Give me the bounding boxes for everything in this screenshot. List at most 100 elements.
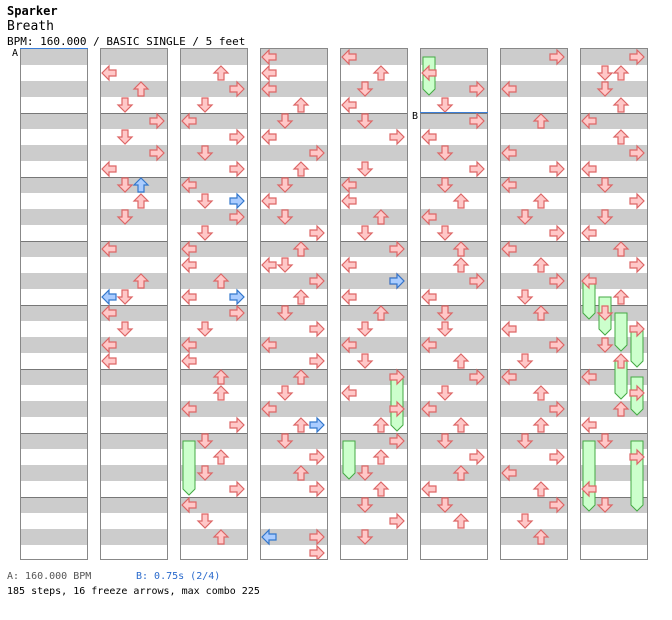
step-arrow	[261, 192, 277, 210]
measure-line	[261, 177, 327, 178]
step-arrow	[549, 400, 565, 418]
beat-band	[341, 273, 407, 289]
beat-band	[341, 49, 407, 65]
column-arrows	[261, 49, 325, 559]
step-arrow	[596, 177, 614, 193]
step-arrow	[436, 385, 454, 401]
step-arrow	[229, 208, 245, 226]
measure-line	[341, 433, 407, 434]
stop-arrow	[101, 288, 117, 306]
beat-band	[21, 273, 87, 289]
beat-band	[421, 113, 487, 129]
step-arrow	[101, 352, 117, 370]
step-arrow	[149, 144, 165, 162]
step-arrow	[596, 209, 614, 225]
step-arrow	[101, 160, 117, 178]
step-arrow	[469, 272, 485, 290]
step-arrow	[356, 529, 374, 545]
step-arrow	[212, 273, 230, 289]
step-arrow	[132, 193, 150, 209]
step-arrow	[261, 128, 277, 146]
step-arrow	[452, 513, 470, 529]
measure-line	[21, 241, 87, 242]
beat-band	[421, 49, 487, 65]
step-arrow	[181, 352, 197, 370]
step-arrow	[581, 416, 597, 434]
beat-band	[261, 497, 327, 513]
step-arrow	[116, 289, 134, 305]
step-arrow	[181, 176, 197, 194]
beat-band	[101, 305, 167, 321]
beat-band	[581, 81, 647, 97]
measure-line	[341, 113, 407, 114]
step-arrow	[581, 480, 597, 498]
measure-line	[501, 433, 567, 434]
step-arrow	[436, 145, 454, 161]
beat-band	[181, 305, 247, 321]
beat-band	[421, 433, 487, 449]
beat-band	[341, 177, 407, 193]
step-arrow	[516, 289, 534, 305]
beat-band	[501, 177, 567, 193]
beat-band	[261, 305, 327, 321]
beat-band	[341, 337, 407, 353]
step-arrow	[501, 144, 517, 162]
step-arrow	[389, 240, 405, 258]
step-arrow	[372, 305, 390, 321]
step-arrow	[212, 385, 230, 401]
measure-line	[21, 433, 87, 434]
step-arrow	[116, 321, 134, 337]
step-arrow	[181, 240, 197, 258]
step-arrow	[532, 113, 550, 129]
step-arrow	[421, 208, 437, 226]
step-arrow	[341, 288, 357, 306]
bpm-marker-a: A	[12, 48, 19, 59]
beat-band	[261, 81, 327, 97]
measure-line	[101, 497, 167, 498]
beat-band	[501, 49, 567, 65]
measure-line	[341, 241, 407, 242]
step-arrow	[501, 176, 517, 194]
step-arrow	[596, 81, 614, 97]
step-arrow	[116, 97, 134, 113]
measure-line	[341, 177, 407, 178]
step-arrow	[341, 49, 357, 66]
step-arrow	[469, 448, 485, 466]
measure-line	[181, 497, 247, 498]
step-arrow	[212, 449, 230, 465]
beat-band	[101, 49, 167, 65]
beat-band	[21, 177, 87, 193]
step-arrow	[516, 353, 534, 369]
step-arrow	[469, 160, 485, 178]
step-arrow	[469, 112, 485, 130]
beat-band	[421, 401, 487, 417]
beat-band	[341, 433, 407, 449]
bpm-legend: A: 160.000 BPM	[7, 571, 92, 582]
measure-line	[261, 241, 327, 242]
step-arrow	[261, 336, 277, 354]
beat-band	[101, 433, 167, 449]
beat-band	[501, 369, 567, 385]
step-arrow	[356, 161, 374, 177]
step-arrow	[629, 256, 645, 274]
step-arrow	[212, 369, 230, 385]
step-arrow	[532, 305, 550, 321]
beat-band	[181, 145, 247, 161]
step-arrow	[229, 480, 245, 498]
measure-line	[101, 113, 167, 114]
step-arrow	[516, 209, 534, 225]
beat-band	[101, 241, 167, 257]
step-arrow	[261, 64, 277, 82]
step-arrow	[132, 273, 150, 289]
step-arrow	[421, 64, 437, 82]
measure-line	[341, 305, 407, 306]
step-arrow	[276, 113, 294, 129]
step-arrow	[421, 336, 437, 354]
beat-band	[181, 241, 247, 257]
column-arrows	[581, 49, 645, 513]
step-arrow	[101, 240, 117, 258]
step-arrow	[629, 49, 645, 66]
measure-line	[181, 369, 247, 370]
beat-band	[101, 401, 167, 417]
freeze-arrow	[182, 440, 196, 496]
